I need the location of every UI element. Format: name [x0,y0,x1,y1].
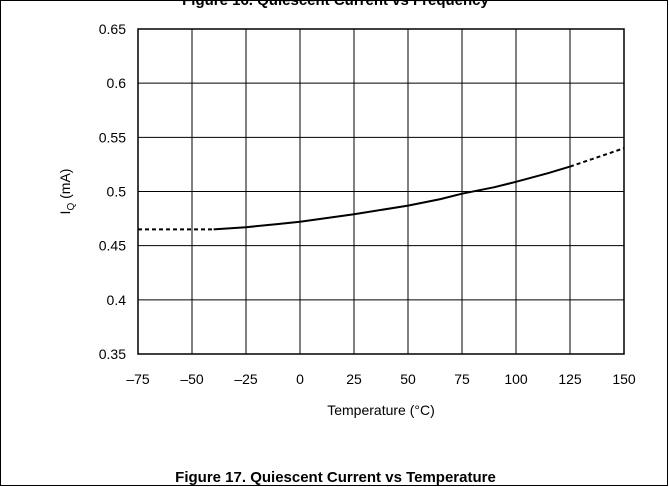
y-tick-label: 0.4 [107,292,127,308]
figure-caption: Figure 17. Quiescent Current vs Temperat… [175,469,496,486]
x-tick-label: 100 [504,371,528,387]
y-tick-label: 0.65 [99,21,126,37]
x-tick-label: –25 [234,371,258,387]
x-tick-label: 25 [346,371,362,387]
y-tick-label: 0.45 [99,238,126,254]
y-axis-label-subscript: Q [66,203,77,211]
y-tick-label: 0.35 [99,346,126,362]
y-tick-label: 0.6 [107,75,127,91]
x-axis-label: Temperature (°C) [327,402,435,418]
plot-area-border [137,28,625,355]
grid-lines [137,28,625,355]
series-line-solid [213,165,571,231]
y-axis-label: IQ (mA) [57,169,77,215]
y-tick-label: 0.55 [99,129,126,145]
x-tick-label: 50 [400,371,416,387]
x-tick-label: 150 [612,371,636,387]
x-tick-label: 125 [558,371,582,387]
y-tick-label: 0.5 [107,184,127,200]
x-tick-label: 75 [454,371,470,387]
y-axis-label-main: I [57,211,73,215]
x-tick-label: 0 [296,371,304,387]
x-tick-label: –50 [180,371,204,387]
series-layer [138,147,625,231]
y-axis-label-unit: (mA) [57,169,73,203]
x-tick-labels: –75 –50 –25 0 25 50 75 100 125 150 [126,371,636,387]
y-tick-labels: 0.35 0.4 0.45 0.5 0.55 0.6 0.65 [99,21,126,362]
x-tick-label: –75 [126,371,150,387]
series-line-dashed [569,147,625,168]
top-figure-caption: Figure 16. Quiescent Current vs Frequenc… [182,0,489,9]
